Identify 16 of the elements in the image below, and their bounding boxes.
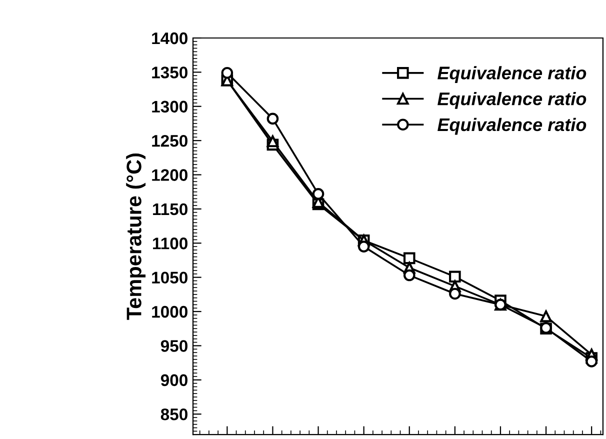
legend-label: Equivalence ratio: [438, 118, 586, 135]
y-tick-label: 1250: [152, 134, 188, 147]
y-tick-label: 1050: [152, 272, 188, 284]
y-tick-label: 1100: [153, 238, 188, 250]
y-tick-label: 1350: [152, 66, 188, 78]
y-tick-label: 1300: [152, 100, 188, 113]
y-tick-label: 1200: [152, 169, 188, 181]
y-tick-label: 1400: [152, 32, 188, 44]
y-tick-label: 1150: [153, 203, 188, 216]
legend-label: Equivalence ratio: [438, 92, 586, 109]
y-tick-label: 900: [160, 374, 188, 386]
legend-label: Equivalence ratio: [438, 66, 586, 83]
y-tick-label: 850: [160, 408, 188, 420]
y-tick-label: 950: [160, 340, 188, 352]
y-tick-label: 1000: [152, 306, 188, 318]
y-axis-title: Temperature (°C): [126, 153, 146, 320]
